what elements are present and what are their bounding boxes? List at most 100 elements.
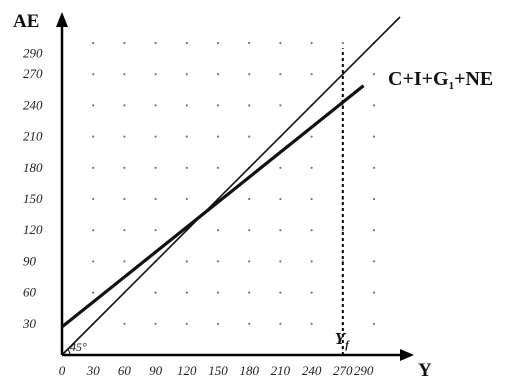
grid-dot bbox=[92, 229, 95, 232]
grid-dot bbox=[248, 229, 251, 232]
grid-dot bbox=[92, 135, 95, 138]
grid-dot bbox=[123, 229, 126, 232]
grid-dot bbox=[185, 291, 188, 294]
x-tick-label: 210 bbox=[271, 363, 291, 378]
grid-dot bbox=[92, 260, 95, 263]
grid-dot bbox=[372, 322, 376, 325]
x-tick-label: 270 bbox=[333, 363, 353, 378]
grid-dot bbox=[185, 41, 188, 45]
grid-dot bbox=[248, 322, 251, 325]
grid-dot bbox=[123, 322, 126, 325]
grid-dot bbox=[92, 104, 95, 107]
grid-dot bbox=[185, 135, 188, 138]
yf-label: Yf bbox=[335, 329, 350, 351]
grid-dot bbox=[123, 260, 126, 263]
grid-dot bbox=[185, 260, 188, 263]
y-tick-label: 180 bbox=[23, 160, 43, 175]
grid-dot bbox=[341, 104, 344, 107]
grid-dot bbox=[216, 166, 220, 169]
grid-dot bbox=[279, 322, 282, 325]
x-tick-label: 90 bbox=[149, 363, 163, 378]
y-tick-label: 30 bbox=[22, 316, 37, 331]
grid-dot bbox=[248, 41, 251, 45]
grid-dot bbox=[310, 229, 313, 232]
grid-dot bbox=[154, 197, 157, 201]
grid-dot bbox=[123, 41, 126, 45]
grid-dot bbox=[279, 260, 282, 263]
grid-dot bbox=[372, 197, 376, 201]
grid-dot bbox=[310, 260, 313, 263]
grid-dot bbox=[372, 135, 376, 138]
grid-dot bbox=[372, 291, 376, 294]
grid-dot bbox=[123, 166, 126, 169]
grid-dot bbox=[279, 229, 282, 232]
grid-dot bbox=[372, 73, 376, 76]
grid-dot bbox=[216, 41, 220, 45]
grid-dot bbox=[372, 166, 376, 169]
y-tick-label: 290 bbox=[23, 45, 43, 60]
grid-dot bbox=[341, 41, 344, 45]
grid-dot bbox=[372, 260, 376, 263]
grid-dot bbox=[185, 166, 188, 169]
x-tick-label: 180 bbox=[239, 363, 259, 378]
grid-dot bbox=[248, 291, 251, 294]
grid-dot bbox=[185, 322, 188, 325]
series-line-aggregate-expenditure bbox=[61, 84, 365, 329]
grid-dot bbox=[310, 135, 313, 138]
grid-dot bbox=[216, 73, 220, 76]
grid-dot bbox=[310, 73, 313, 76]
grid-dot bbox=[185, 104, 188, 107]
angle-label: 45° bbox=[70, 340, 87, 354]
x-tick-label: 150 bbox=[208, 363, 228, 378]
series-label-aggregate-expenditure: C+I+G1+NE bbox=[388, 68, 493, 92]
grid-dot bbox=[92, 41, 95, 45]
grid-dot bbox=[279, 41, 282, 45]
grid-dot bbox=[123, 73, 126, 76]
grid-dot bbox=[310, 291, 313, 294]
grid-dot bbox=[310, 322, 313, 325]
grid-dot bbox=[310, 41, 313, 45]
x-tick-label: 290 bbox=[354, 363, 374, 378]
grid-dot bbox=[154, 73, 157, 76]
grid-dot bbox=[154, 41, 157, 45]
x-tick-label: 120 bbox=[177, 363, 197, 378]
grid-dot bbox=[279, 104, 282, 107]
grid-dot bbox=[123, 135, 126, 138]
grid-dot bbox=[216, 260, 220, 263]
y-tick-label: 270 bbox=[23, 66, 43, 81]
y-tick-label: 150 bbox=[23, 191, 43, 206]
grid-dot bbox=[154, 291, 157, 294]
grid-dot bbox=[185, 73, 188, 76]
grid-dot bbox=[92, 197, 95, 201]
grid-dot bbox=[372, 229, 376, 232]
axes bbox=[56, 12, 414, 361]
y-tick-label: 210 bbox=[23, 129, 43, 144]
grid-dot bbox=[92, 291, 95, 294]
grid-dot bbox=[123, 197, 126, 201]
x-axis-title: Y bbox=[418, 360, 432, 380]
y-tick-label: 240 bbox=[23, 97, 43, 112]
grid-dot bbox=[185, 197, 188, 201]
grid-dot bbox=[154, 166, 157, 169]
y-tick-label: 120 bbox=[23, 222, 43, 237]
grid-dot bbox=[123, 104, 126, 107]
grid-dot bbox=[154, 229, 157, 232]
grid-dot bbox=[154, 104, 157, 107]
x-axis-arrow bbox=[400, 349, 414, 361]
y-axis-title: AE bbox=[13, 11, 39, 32]
angle-arc bbox=[67, 348, 71, 356]
y-tick-label: 90 bbox=[23, 253, 37, 268]
grid-dot bbox=[248, 260, 251, 263]
grid-dot bbox=[248, 104, 251, 107]
grid-dot bbox=[216, 104, 220, 107]
grid-dot bbox=[216, 229, 220, 232]
grid-dot bbox=[216, 322, 220, 325]
y-axis-arrow bbox=[56, 12, 68, 27]
grid-dot bbox=[279, 73, 282, 76]
series-lines bbox=[61, 16, 401, 356]
x-tick-label: 60 bbox=[118, 363, 132, 378]
line-45-degree bbox=[61, 16, 401, 356]
grid-dot bbox=[92, 73, 95, 76]
